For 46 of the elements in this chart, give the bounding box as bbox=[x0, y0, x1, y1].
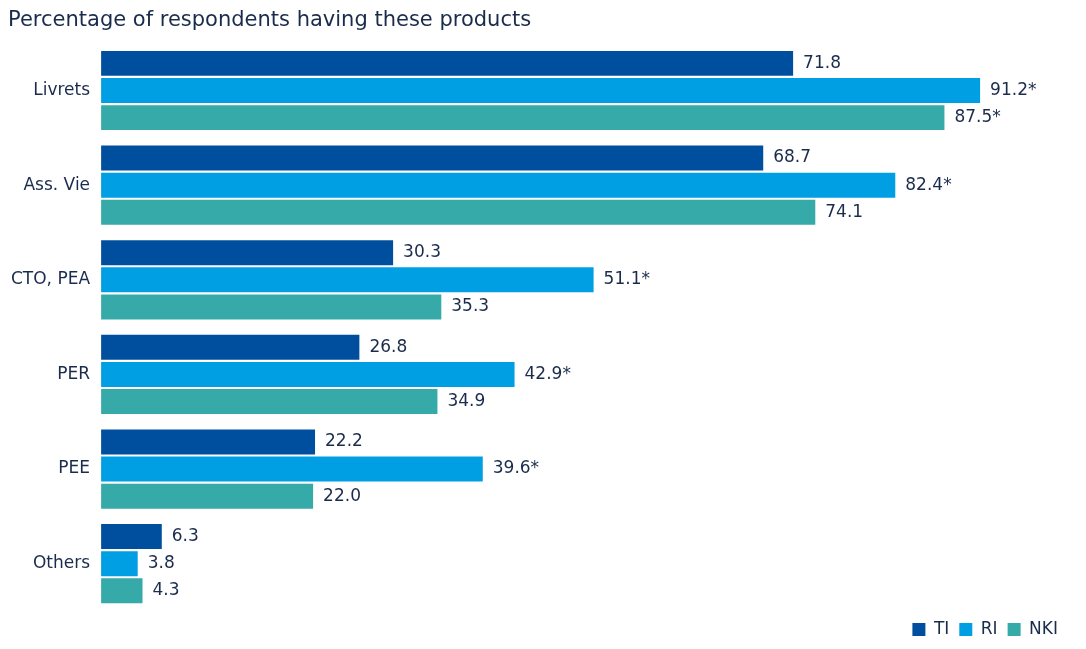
data-label: 68.7 bbox=[773, 146, 812, 167]
bar bbox=[101, 50, 794, 76]
bar bbox=[101, 361, 515, 387]
y-tick-label: PER bbox=[57, 362, 91, 383]
data-label: 82.4* bbox=[905, 173, 952, 194]
legend-label: TI bbox=[932, 617, 950, 638]
data-label: 35.3 bbox=[451, 295, 490, 316]
bar bbox=[101, 240, 394, 266]
bar bbox=[101, 145, 764, 171]
bar bbox=[101, 267, 594, 293]
bar bbox=[101, 78, 981, 103]
data-label: 34.9 bbox=[447, 389, 486, 410]
y-tick-label: PEE bbox=[58, 457, 91, 478]
bar bbox=[101, 334, 360, 360]
data-label: 71.8 bbox=[803, 51, 841, 72]
data-label: 3.8 bbox=[147, 552, 175, 573]
data-label: 30.3 bbox=[403, 241, 441, 262]
chart-title: Percentage of respondents having these products bbox=[8, 7, 532, 32]
data-label: 4.3 bbox=[152, 579, 180, 600]
data-label: 22.0 bbox=[323, 484, 361, 505]
bar bbox=[101, 389, 438, 415]
bar bbox=[101, 551, 138, 577]
bar bbox=[101, 105, 945, 131]
y-tick-label: CTO, PEA bbox=[10, 268, 91, 289]
data-label: 87.5* bbox=[954, 106, 1001, 127]
data-label: 22.2 bbox=[325, 430, 363, 451]
legend-label: NKI bbox=[1029, 617, 1059, 638]
data-label: 42.9* bbox=[524, 362, 571, 383]
bar bbox=[101, 483, 314, 509]
data-label: 91.2* bbox=[990, 78, 1037, 99]
bar bbox=[101, 524, 162, 550]
legend-label: RI bbox=[980, 617, 998, 638]
bar bbox=[101, 429, 316, 455]
y-tick-label: Others bbox=[32, 552, 91, 573]
data-label: 26.8 bbox=[369, 335, 408, 356]
bar bbox=[101, 294, 442, 320]
bar bbox=[101, 456, 483, 482]
y-tick-label: Ass. Vie bbox=[23, 173, 91, 194]
bar bbox=[101, 578, 143, 604]
bar bbox=[101, 199, 816, 225]
data-label: 39.6* bbox=[492, 457, 540, 478]
bar bbox=[101, 172, 896, 198]
data-label: 6.3 bbox=[171, 524, 199, 545]
data-label: 74.1 bbox=[825, 200, 864, 221]
y-tick-label: Livrets bbox=[33, 78, 91, 99]
data-label: 51.1* bbox=[603, 268, 650, 289]
